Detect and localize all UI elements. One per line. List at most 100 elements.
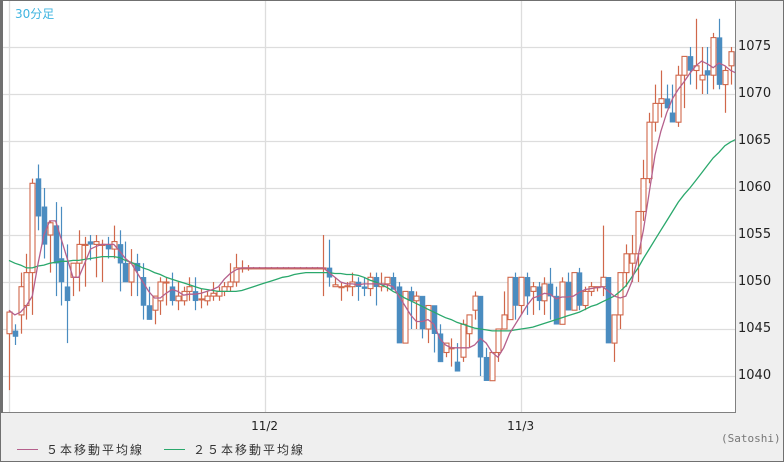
candle [93, 235, 100, 278]
candle [396, 282, 403, 344]
candle [408, 286, 415, 329]
candle [699, 47, 706, 94]
candle [105, 236, 112, 259]
candle [425, 304, 432, 344]
candle [518, 276, 525, 315]
candle [198, 288, 205, 309]
y-tick-label: 1045 [738, 321, 772, 336]
candle [600, 225, 607, 297]
candle [163, 277, 170, 306]
candle [204, 291, 211, 306]
candle [140, 263, 147, 320]
legend-label-ma25: ２５本移動平均線 [193, 443, 306, 457]
candle [390, 272, 397, 290]
candle [70, 262, 77, 297]
candle [582, 286, 589, 311]
candle [553, 286, 560, 325]
ma5-line-swatch-icon [17, 449, 38, 450]
candle [23, 253, 30, 320]
candle [134, 253, 141, 297]
candle [466, 314, 473, 348]
credit-label: (Satoshi) [721, 432, 781, 445]
candle [332, 277, 339, 288]
candle [320, 235, 327, 297]
candle [355, 277, 362, 301]
candle [448, 338, 455, 367]
legend: ５本移動平均線 ２５本移動平均線 [17, 441, 325, 458]
candle [413, 291, 420, 329]
candle [122, 241, 129, 283]
candle [58, 206, 65, 306]
y-tick-label: 1070 [738, 86, 772, 101]
candle [664, 84, 671, 109]
candle [181, 286, 188, 306]
candle [152, 295, 159, 325]
candle [716, 18, 723, 90]
candle [12, 324, 19, 345]
candle [431, 305, 438, 353]
legend-label-ma5: ５本移動平均線 [46, 443, 145, 457]
candle [728, 47, 735, 85]
candlestick-chart [1, 1, 735, 412]
candle [338, 282, 345, 301]
candle [41, 188, 48, 259]
candle [157, 277, 164, 315]
candle [210, 282, 217, 301]
candle [710, 32, 717, 90]
candle [437, 324, 444, 363]
candle [402, 290, 409, 344]
candle [640, 159, 647, 221]
candle [460, 319, 467, 362]
candle [507, 276, 514, 321]
candle [175, 282, 182, 311]
x-tick-label: 11/2 [251, 419, 279, 433]
candle [559, 277, 566, 325]
candle [489, 351, 496, 382]
candle [658, 70, 665, 118]
candle [361, 277, 368, 297]
candle [623, 244, 630, 287]
y-tick-label: 1055 [738, 227, 772, 242]
candle [693, 18, 700, 90]
candle [652, 84, 659, 132]
candle [501, 291, 508, 330]
candle [629, 235, 636, 282]
candle [6, 310, 13, 391]
legend-item-ma5: ５本移動平均線 [17, 441, 144, 458]
candle [704, 47, 711, 94]
timeframe-label: 30分足 [15, 7, 55, 21]
y-tick-label: 1040 [738, 368, 772, 383]
candle [524, 272, 531, 315]
legend-item-ma25: ２５本移動平均線 [164, 441, 305, 458]
ma25-line [8, 139, 735, 332]
y-tick-label: 1075 [738, 39, 772, 54]
plot-area [1, 1, 736, 413]
candle [227, 263, 234, 292]
ma25-line-swatch-icon [164, 449, 186, 450]
y-tick-label: 1065 [738, 133, 772, 148]
candle [186, 277, 193, 301]
candle [18, 272, 25, 334]
candle [326, 239, 333, 287]
candle [128, 249, 135, 297]
candle [646, 112, 653, 184]
candle [512, 272, 519, 320]
candle [117, 230, 124, 292]
candle [472, 291, 479, 320]
y-tick-label: 1060 [738, 180, 772, 195]
candle [605, 277, 612, 344]
candle [687, 47, 694, 85]
candle [87, 235, 94, 261]
candle [576, 267, 583, 311]
candle [681, 55, 688, 109]
candle [611, 314, 618, 362]
candle [221, 282, 228, 297]
plot-left-border [1, 1, 3, 413]
candle [111, 225, 118, 259]
candle [99, 239, 106, 282]
candle [477, 295, 484, 376]
candle [565, 272, 572, 311]
candle [373, 272, 380, 306]
candle [722, 65, 729, 113]
